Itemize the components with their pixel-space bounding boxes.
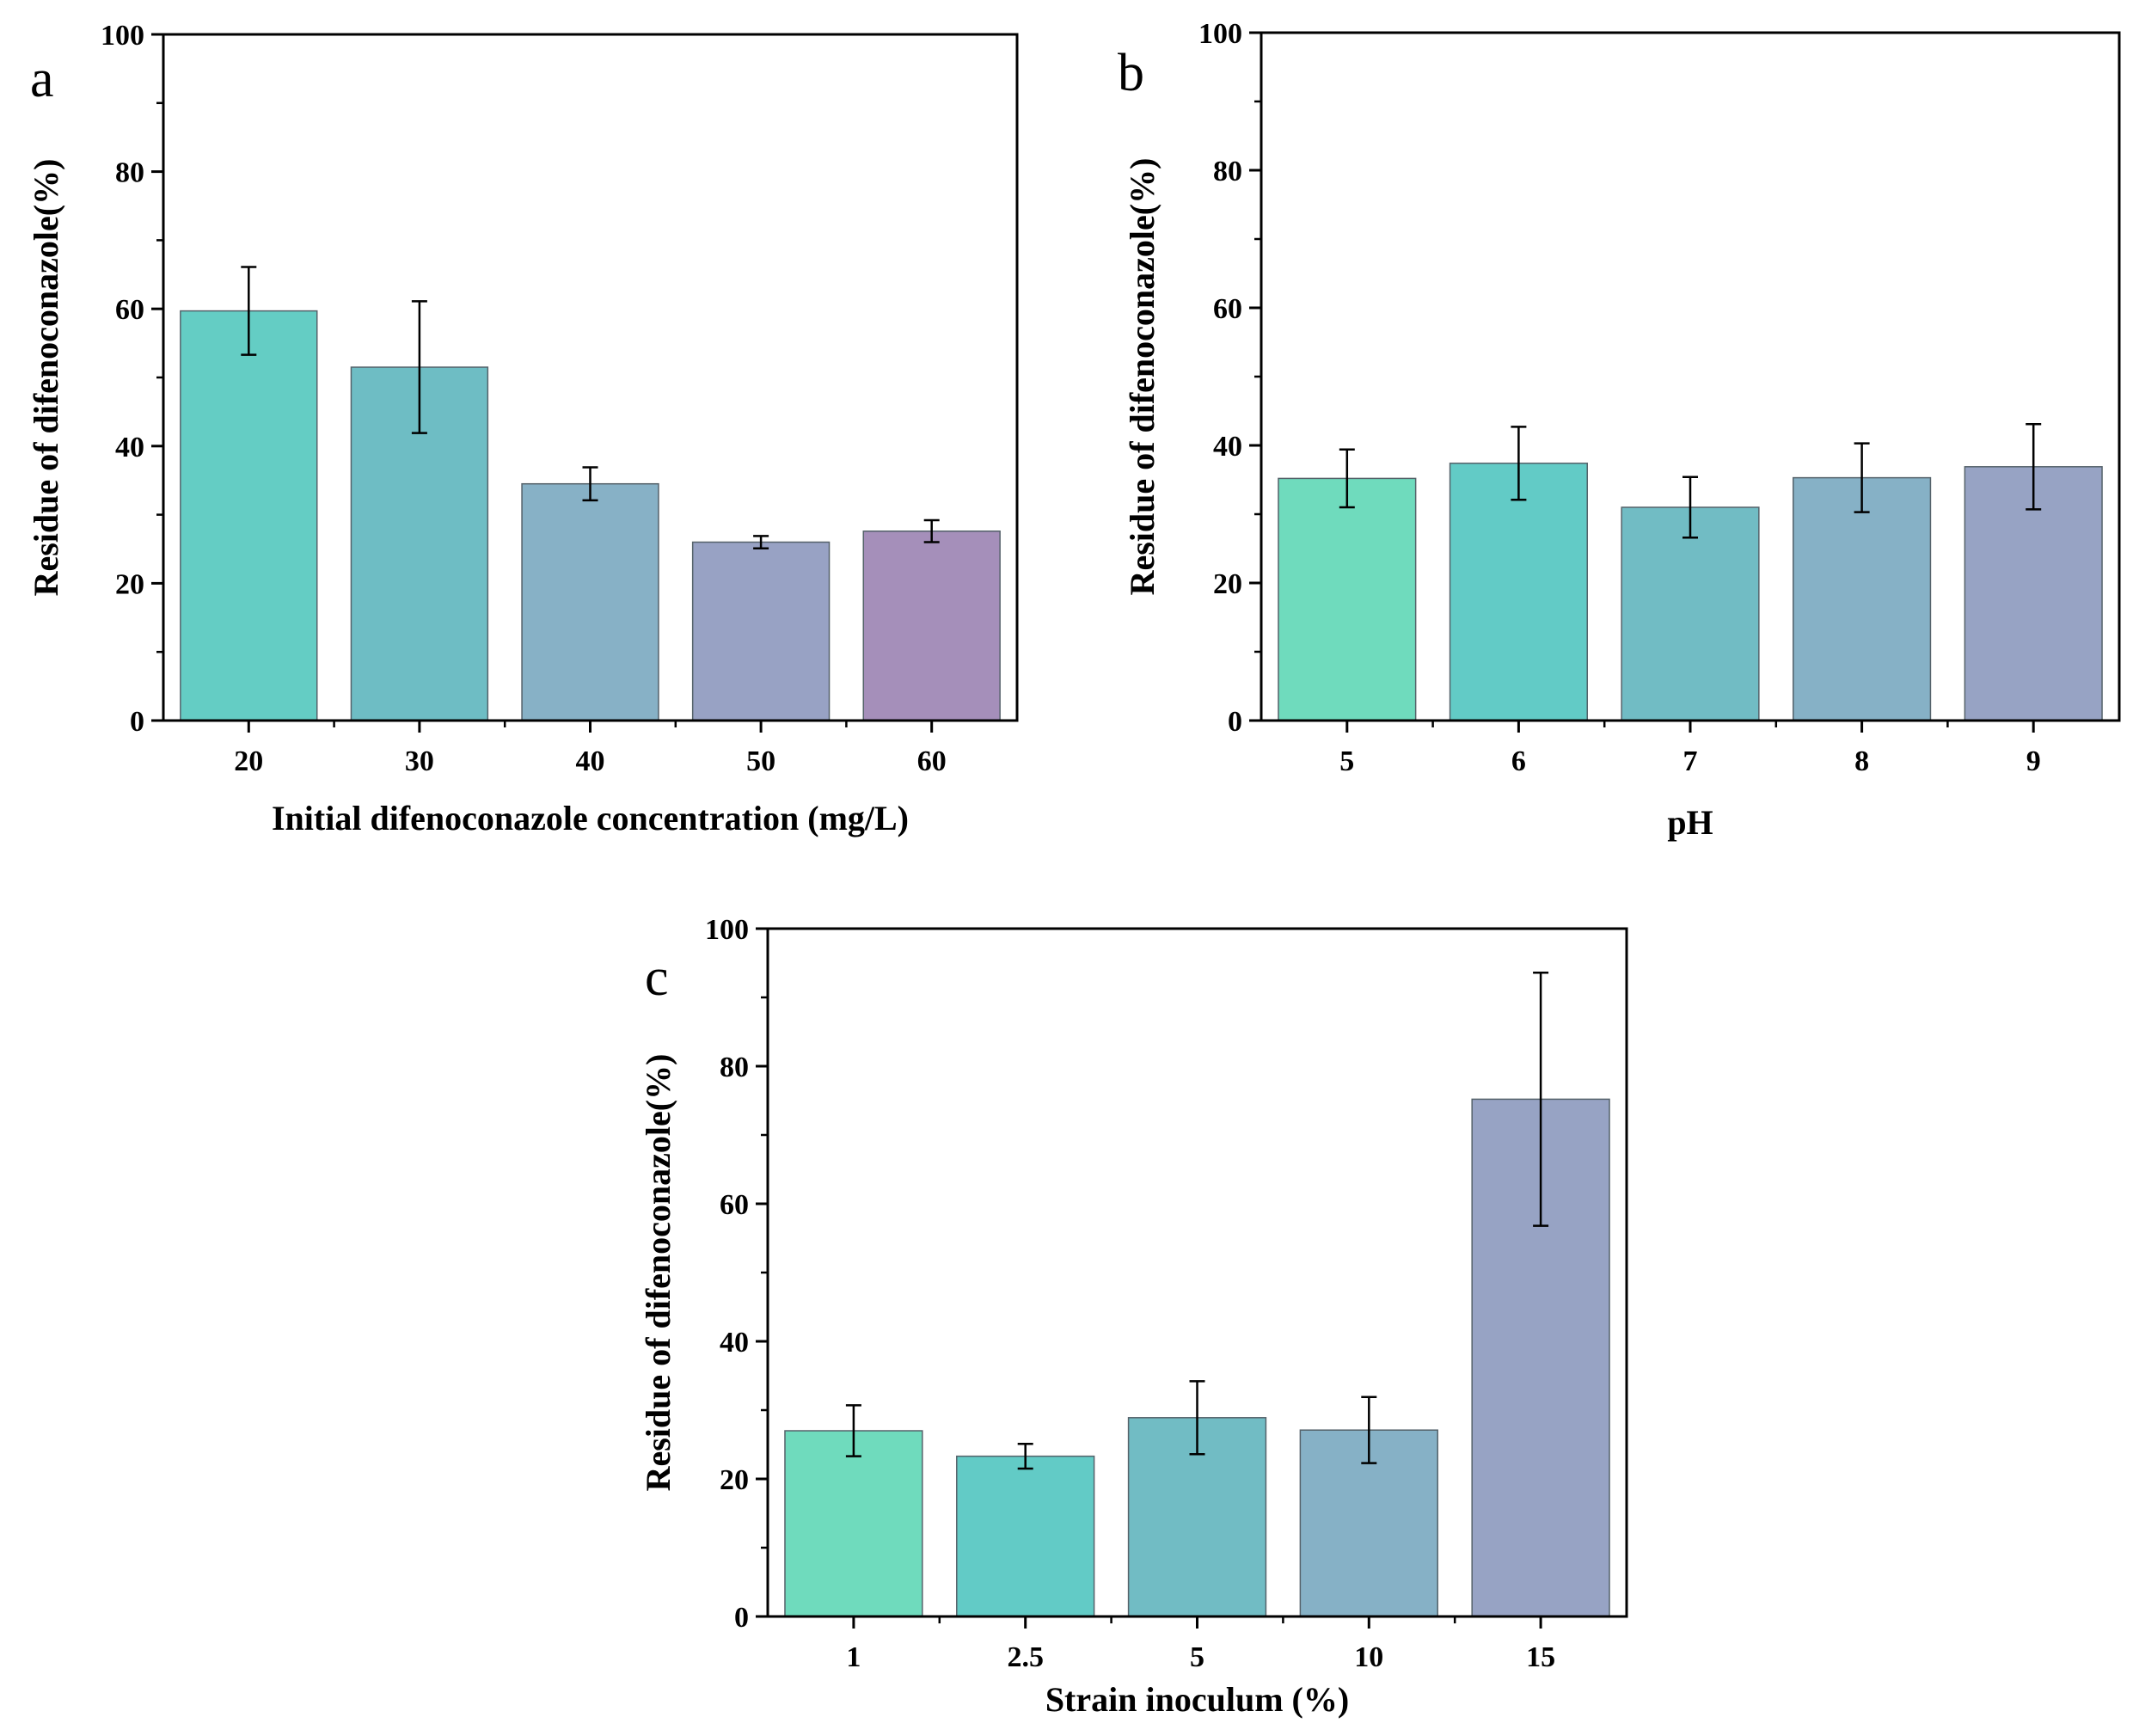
bar-8	[1793, 476, 1932, 721]
bar-60	[862, 531, 1001, 721]
y-tick-label: 60	[720, 1189, 749, 1221]
error-bar-20	[241, 266, 257, 356]
bar-1	[784, 1430, 923, 1617]
chart-panel-b: 0 20 40 60 80 100 5 6 7 8 9 pH Residue of difenocona…	[1118, 18, 2121, 842]
y-tick-label: 0	[734, 1602, 749, 1634]
bar-7	[1621, 506, 1760, 721]
x-tick-label: 2.5	[1007, 1641, 1044, 1673]
y-tick-label: 40	[1213, 431, 1242, 463]
y-axis-title: Residue of difenoconazole(%)	[27, 159, 65, 597]
x-axis-title: Strain inoculum (%)	[1045, 1680, 1349, 1719]
y-tick-label: 60	[1213, 293, 1242, 325]
y-tick-label: 80	[720, 1052, 749, 1083]
x-tick-label: 8	[1854, 745, 1869, 777]
bar-6	[1449, 463, 1588, 721]
y-tick-label: 60	[115, 294, 144, 326]
bar-20	[180, 310, 318, 721]
y-tick-label: 100	[101, 20, 144, 52]
y-tick-label: 40	[720, 1327, 749, 1359]
x-tick-label: 30	[405, 745, 434, 777]
error-bar-5	[1189, 1380, 1205, 1456]
error-bar-1	[845, 1404, 861, 1457]
x-tick-label: 6	[1511, 745, 1526, 777]
x-tick-label: 10	[1354, 1641, 1383, 1673]
y-tick-label: 100	[1198, 18, 1242, 50]
y-tick-label: 0	[1228, 706, 1242, 738]
x-tick-label: 7	[1683, 745, 1698, 777]
x-tick-label: 20	[234, 745, 263, 777]
bar-5	[1278, 477, 1417, 721]
panel-label: b	[1118, 44, 1144, 102]
y-tick-label: 20	[720, 1464, 749, 1496]
error-bar-8	[1854, 442, 1870, 513]
x-tick-label: 1	[846, 1641, 861, 1673]
error-bar-50	[753, 535, 769, 549]
chart-panel-c: 0 20 40 60 80 100 1 2.5 5 10 15 Strain inoculum (%)…	[639, 914, 1628, 1719]
error-bar-2.5	[1017, 1442, 1033, 1470]
y-tick-label: 0	[130, 706, 144, 738]
y-tick-label: 80	[115, 157, 144, 189]
x-axis-title: pH	[1667, 803, 1713, 842]
x-tick-label: 5	[1339, 745, 1354, 777]
bar-2.5	[956, 1455, 1095, 1617]
error-bar-30	[411, 300, 427, 434]
panel-label: a	[30, 50, 54, 108]
y-tick-label: 40	[115, 432, 144, 463]
error-bar-40	[582, 466, 598, 502]
error-bar-5	[1339, 448, 1355, 509]
x-tick-label: 15	[1526, 1641, 1555, 1673]
bar-50	[691, 541, 831, 721]
error-bar-9	[2026, 422, 2042, 511]
bar-40	[521, 482, 659, 721]
error-bar-60	[923, 518, 940, 543]
x-tick-label: 50	[746, 745, 775, 777]
x-tick-label: 5	[1190, 1641, 1204, 1673]
y-axis-title: Residue of difenoconazole(%)	[639, 1054, 677, 1492]
x-tick-label: 60	[917, 745, 947, 777]
x-tick-label: 40	[576, 745, 605, 777]
y-tick-label: 80	[1213, 156, 1242, 187]
x-axis-title: Initial difenoconazole concentration (mg…	[272, 799, 909, 837]
y-tick-label: 20	[115, 568, 144, 600]
y-tick-label: 100	[705, 914, 749, 946]
error-bar-10	[1361, 1396, 1377, 1464]
panel-label: c	[645, 948, 669, 1007]
error-bar-7	[1682, 475, 1698, 539]
error-bar-15	[1533, 971, 1549, 1227]
error-bar-6	[1511, 426, 1527, 501]
y-tick-label: 20	[1213, 568, 1242, 600]
y-axis-title: Residue of difenoconazole(%)	[1123, 158, 1162, 596]
x-tick-label: 9	[2026, 745, 2041, 777]
